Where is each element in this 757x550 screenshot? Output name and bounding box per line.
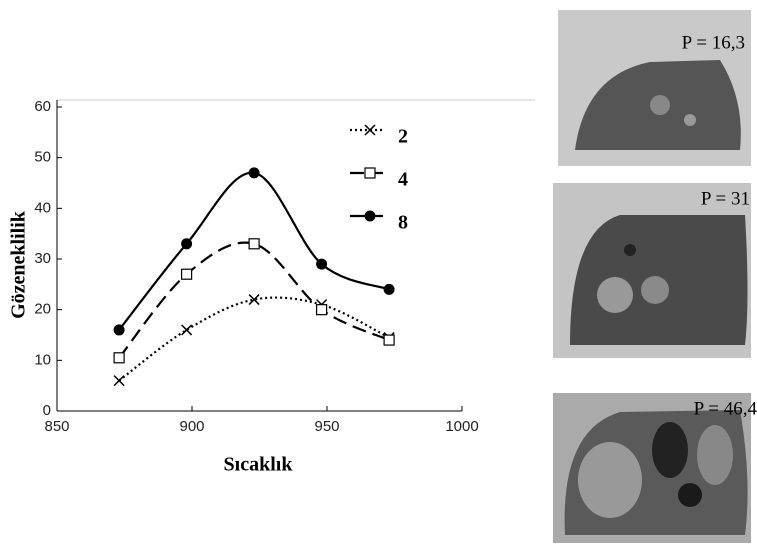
x-tick-label: 900 [179, 418, 204, 435]
marker [181, 324, 193, 336]
y-tick-label: 10 [34, 351, 51, 368]
x-axis-label: Sıcaklık [224, 454, 294, 476]
legend-marker [364, 124, 376, 136]
series-line [118, 241, 390, 359]
marker [113, 324, 125, 336]
legend-label: 8 [398, 212, 408, 234]
photo-label: P = 31 [701, 188, 750, 209]
marker [113, 375, 125, 387]
photo-label: P = 46,4 [694, 398, 757, 419]
y-tick-label: 0 [43, 402, 51, 419]
photo [553, 183, 751, 358]
marker [383, 334, 395, 346]
legend-label: 2 [398, 126, 408, 148]
marker [248, 238, 260, 250]
marker [316, 258, 328, 270]
photo [558, 10, 751, 166]
marker [383, 283, 395, 295]
legend-marker [364, 210, 376, 222]
y-tick-label: 20 [34, 301, 51, 318]
y-tick-label: 50 [34, 149, 51, 166]
series-line [118, 296, 390, 382]
y-tick-label: 30 [34, 250, 51, 267]
y-axis-label: Gözeneklilik [8, 210, 30, 319]
x-tick-label: 850 [44, 418, 69, 435]
x-tick-label: 950 [314, 418, 339, 435]
legend-label: 4 [398, 169, 408, 191]
marker [181, 268, 193, 280]
x-tick-label: 1000 [445, 418, 478, 435]
photo [553, 393, 751, 543]
legend-marker [364, 167, 376, 179]
y-tick-label: 40 [34, 199, 51, 216]
marker [113, 352, 125, 364]
marker [248, 294, 260, 306]
series-line [118, 171, 390, 331]
y-tick-label: 60 [34, 98, 51, 115]
marker [316, 304, 328, 316]
photo-label: P = 16,3 [682, 32, 745, 53]
marker [181, 238, 193, 250]
marker [248, 167, 260, 179]
